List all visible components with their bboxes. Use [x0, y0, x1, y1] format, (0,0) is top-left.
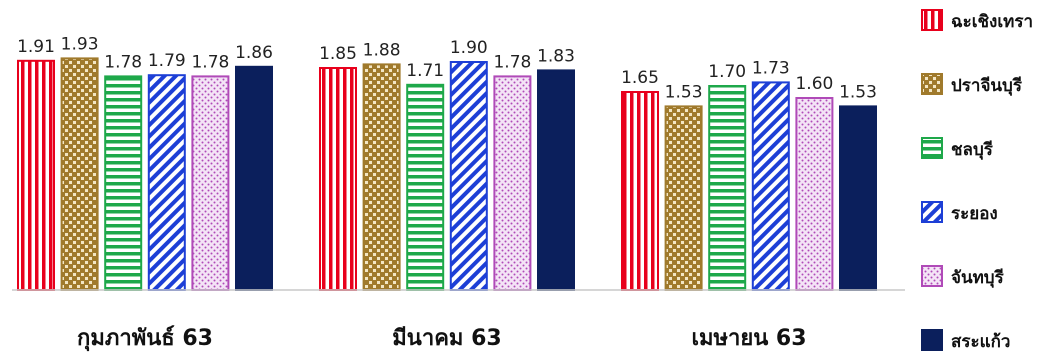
legend-label-4: จันทบุรี: [951, 267, 1005, 288]
bars-layer: [17, 57, 877, 292]
legend: ฉะเชิงเทราปราจีนบุรีชลบุรีระยองจันทบุรีส…: [921, 9, 1033, 352]
value-label-1-0: 1.93: [61, 34, 99, 54]
bar-5-1: [537, 69, 575, 292]
bar-5-2: [839, 105, 877, 292]
legend-swatch-4: [921, 265, 943, 287]
bar-3-2: [751, 81, 790, 292]
category-label-1: มีนาคม 63: [392, 326, 501, 351]
value-label-1-2: 1.53: [665, 82, 703, 102]
legend-label-2: ชลบุรี: [951, 139, 994, 160]
legend-label-3: ระยอง: [951, 204, 998, 224]
bar-0-2: [621, 91, 659, 291]
value-label-3-1: 1.90: [450, 38, 488, 58]
value-label-4-1: 1.78: [493, 52, 531, 72]
bar-2-2: [708, 85, 747, 291]
value-label-4-0: 1.78: [191, 52, 229, 72]
bar-5-0: [235, 65, 273, 291]
value-label-4-2: 1.60: [795, 74, 833, 94]
bar-2-0: [104, 75, 143, 292]
legend-label-1: ปราจีนบุรี: [951, 75, 1023, 96]
value-label-3-0: 1.79: [148, 51, 186, 71]
value-label-2-2: 1.70: [708, 62, 746, 82]
bar-1-0: [60, 57, 99, 292]
legend-swatch-1: [921, 73, 943, 95]
legend-label-0: ฉะเชิงเทรา: [951, 12, 1033, 32]
value-label-2-1: 1.71: [406, 61, 444, 81]
value-label-5-0: 1.86: [235, 43, 273, 63]
bar-0-0: [17, 59, 55, 291]
value-labels-layer: 1.91 1.85 1.65 1.93 1.88 1.53 1.78 1.71 1.70 1.79…: [17, 34, 877, 102]
bar-4-1: [493, 75, 532, 292]
value-label-2-0: 1.78: [104, 52, 142, 72]
category-labels-layer: กุมภาพันธ์ 63 มีนาคม 63 เมษายน 63: [77, 325, 807, 352]
bar-3-1: [449, 61, 488, 291]
value-label-0-1: 1.85: [319, 44, 357, 64]
legend-swatch-5: [921, 329, 943, 351]
bar-3-0: [147, 74, 186, 291]
bar-1-2: [664, 105, 703, 292]
bar-4-2: [795, 97, 834, 291]
legend-swatch-2: [921, 137, 943, 159]
bar-2-1: [406, 83, 445, 291]
value-label-3-2: 1.73: [752, 58, 790, 78]
value-label-0-0: 1.91: [17, 37, 55, 57]
bar-0-1: [319, 67, 357, 291]
legend-swatch-0: [921, 9, 943, 31]
category-label-0: กุมภาพันธ์ 63: [77, 325, 213, 352]
bar-4-0: [191, 75, 230, 292]
bar-1-1: [362, 63, 401, 292]
value-label-1-1: 1.88: [363, 40, 401, 60]
value-label-5-2: 1.53: [839, 82, 877, 102]
value-label-5-1: 1.83: [537, 46, 575, 66]
category-label-2: เมษายน 63: [691, 326, 806, 351]
value-label-0-2: 1.65: [621, 68, 659, 88]
legend-label-5: สระแก้ว: [951, 332, 1010, 352]
legend-swatch-3: [921, 201, 943, 223]
